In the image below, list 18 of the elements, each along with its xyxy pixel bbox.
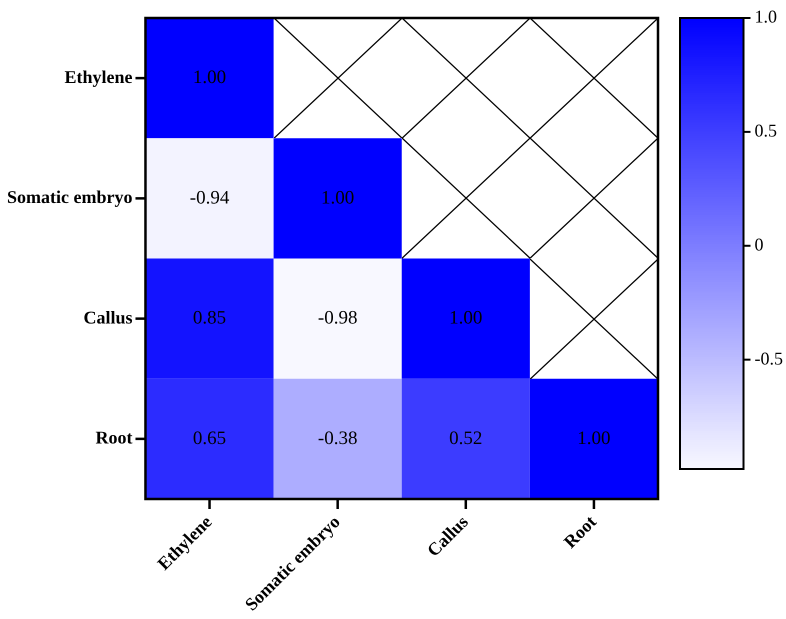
- y-tick-label: Root: [95, 428, 132, 448]
- data-label: 1.00: [449, 308, 482, 329]
- y-tick-label: Callus: [83, 307, 132, 328]
- color-bar-label: -0.5: [754, 348, 784, 368]
- data-label: 1.00: [192, 67, 226, 88]
- y-tick-label: Ethylene: [64, 66, 132, 87]
- data-label: 0.65: [192, 428, 226, 449]
- data-label: 1.00: [577, 428, 611, 449]
- data-label: 0.52: [449, 428, 482, 449]
- color-bar-label: 0: [754, 234, 764, 255]
- color-bar-label: 1.0: [754, 6, 778, 27]
- data-label: -0.98: [318, 308, 358, 329]
- y-tick-label: Somatic embryo: [6, 187, 132, 208]
- data-label: 1.00: [321, 187, 354, 208]
- data-label: 0.85: [192, 308, 226, 329]
- data-label: -0.38: [318, 428, 358, 449]
- data-label: -0.94: [190, 187, 230, 208]
- color-bar-label: 0.5: [754, 120, 778, 141]
